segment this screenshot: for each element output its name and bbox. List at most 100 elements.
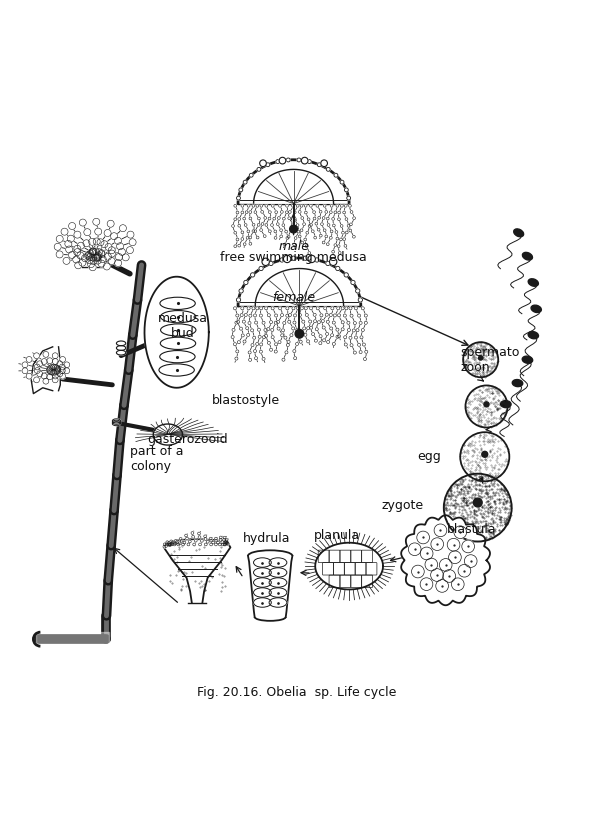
Circle shape (273, 217, 276, 220)
Circle shape (319, 334, 322, 338)
Circle shape (325, 235, 328, 238)
Circle shape (271, 329, 274, 331)
Circle shape (224, 540, 227, 544)
Circle shape (178, 542, 181, 545)
Circle shape (244, 224, 247, 226)
Circle shape (286, 158, 290, 162)
Circle shape (236, 211, 239, 214)
Circle shape (323, 339, 326, 342)
Circle shape (479, 356, 483, 360)
Circle shape (257, 217, 260, 220)
Circle shape (245, 211, 248, 214)
Circle shape (252, 229, 255, 233)
Circle shape (322, 326, 325, 329)
Circle shape (294, 218, 296, 220)
Circle shape (260, 307, 263, 310)
Circle shape (117, 243, 123, 249)
Circle shape (345, 307, 348, 310)
Circle shape (73, 256, 79, 263)
Circle shape (302, 223, 305, 225)
Circle shape (64, 368, 70, 374)
Ellipse shape (160, 350, 195, 363)
Circle shape (165, 545, 167, 547)
Circle shape (216, 541, 219, 544)
Circle shape (283, 321, 286, 324)
Circle shape (251, 344, 254, 347)
Ellipse shape (522, 356, 533, 364)
Circle shape (361, 329, 364, 332)
Circle shape (291, 223, 294, 226)
Circle shape (336, 328, 339, 331)
Circle shape (237, 298, 241, 302)
Circle shape (436, 580, 448, 592)
Circle shape (280, 235, 283, 238)
Circle shape (451, 578, 464, 590)
Circle shape (316, 307, 319, 310)
Circle shape (298, 235, 301, 238)
Circle shape (74, 245, 81, 253)
Circle shape (290, 334, 293, 337)
Circle shape (261, 210, 263, 214)
Circle shape (286, 314, 289, 317)
Circle shape (331, 307, 334, 310)
Circle shape (358, 344, 361, 346)
Circle shape (193, 543, 196, 546)
Circle shape (356, 289, 360, 293)
Circle shape (263, 335, 266, 339)
Ellipse shape (528, 279, 538, 286)
Circle shape (79, 219, 87, 226)
Circle shape (300, 307, 304, 310)
Circle shape (83, 239, 90, 247)
Circle shape (209, 539, 212, 542)
Circle shape (69, 223, 76, 229)
Text: blastostyle: blastostyle (212, 394, 280, 407)
Circle shape (93, 219, 100, 225)
Circle shape (304, 307, 307, 310)
Circle shape (271, 307, 274, 310)
Circle shape (327, 224, 330, 226)
Circle shape (274, 230, 277, 233)
Circle shape (174, 540, 177, 542)
Circle shape (249, 243, 252, 245)
Circle shape (280, 334, 283, 337)
Circle shape (247, 230, 250, 233)
Circle shape (473, 498, 482, 507)
Circle shape (323, 204, 326, 207)
Circle shape (299, 340, 302, 344)
Circle shape (189, 540, 191, 543)
Circle shape (283, 255, 291, 263)
Circle shape (276, 223, 279, 225)
Circle shape (264, 217, 267, 219)
Circle shape (257, 224, 260, 226)
Circle shape (237, 196, 240, 200)
Circle shape (293, 321, 296, 324)
Circle shape (274, 237, 277, 239)
Circle shape (254, 211, 257, 214)
Circle shape (339, 252, 341, 254)
Circle shape (332, 343, 336, 345)
Circle shape (280, 210, 283, 214)
Ellipse shape (160, 337, 196, 349)
Circle shape (234, 307, 237, 310)
Circle shape (265, 204, 268, 207)
Circle shape (238, 218, 241, 220)
Circle shape (425, 558, 438, 571)
Circle shape (448, 551, 461, 564)
Polygon shape (153, 424, 183, 445)
Circle shape (447, 539, 460, 551)
Circle shape (269, 211, 271, 214)
Circle shape (286, 204, 288, 207)
Circle shape (364, 358, 366, 360)
Ellipse shape (116, 350, 126, 355)
Circle shape (237, 320, 240, 324)
Circle shape (256, 236, 259, 239)
Ellipse shape (161, 310, 196, 323)
Circle shape (332, 321, 335, 324)
Circle shape (283, 243, 286, 246)
Circle shape (219, 539, 222, 541)
Circle shape (232, 224, 234, 228)
Circle shape (293, 243, 295, 246)
Circle shape (101, 241, 108, 248)
Circle shape (247, 204, 250, 207)
Circle shape (108, 258, 115, 264)
